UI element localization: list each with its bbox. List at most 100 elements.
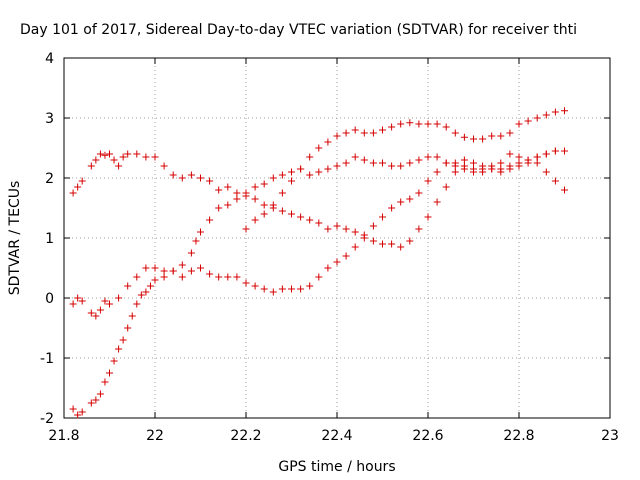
data-point	[388, 240, 396, 248]
data-point	[119, 153, 127, 161]
x-axis-label: GPS time / hours	[278, 459, 395, 475]
data-point	[506, 129, 514, 137]
data-point	[96, 306, 104, 314]
data-point	[515, 153, 523, 161]
data-point	[242, 279, 250, 287]
data-point	[379, 126, 386, 134]
data-point	[260, 285, 268, 293]
data-point	[360, 156, 368, 164]
data-point	[369, 237, 377, 245]
data-point	[342, 225, 350, 233]
data-point	[142, 153, 150, 161]
data-point	[251, 282, 259, 290]
data-point	[333, 162, 341, 170]
data-point	[424, 153, 432, 161]
data-point	[178, 174, 186, 182]
data-point	[160, 273, 168, 281]
data-point	[369, 129, 377, 137]
data-point	[124, 324, 132, 332]
data-point	[451, 168, 459, 176]
data-point	[260, 201, 268, 209]
data-point	[242, 225, 250, 233]
data-point	[561, 147, 568, 155]
data-point	[288, 177, 295, 185]
data-point	[470, 165, 477, 173]
x-tick-label: 22.6	[412, 428, 443, 444]
data-point	[74, 294, 82, 302]
data-point	[442, 123, 450, 131]
data-point	[533, 159, 541, 167]
data-point	[506, 165, 514, 173]
data-point	[397, 198, 405, 206]
data-point	[278, 285, 286, 293]
data-point	[110, 156, 118, 164]
data-point	[351, 153, 359, 161]
data-point	[433, 120, 441, 128]
data-point	[169, 267, 177, 275]
data-point	[524, 159, 532, 167]
data-point	[333, 132, 341, 140]
data-point	[197, 264, 204, 272]
data-point	[278, 189, 286, 197]
data-point	[551, 108, 559, 116]
data-point	[124, 282, 132, 290]
data-point	[379, 240, 386, 248]
data-point	[460, 162, 468, 170]
data-point	[324, 225, 332, 233]
data-point	[251, 195, 259, 203]
axis-ticks	[63, 57, 611, 419]
data-point	[460, 156, 468, 164]
data-point	[360, 231, 368, 239]
data-point	[551, 177, 559, 185]
data-point	[297, 213, 305, 221]
data-point	[406, 119, 414, 127]
data-point	[351, 243, 359, 251]
chart-title: Day 101 of 2017, Sidereal Day-to-day VTE…	[20, 22, 577, 38]
data-point	[288, 210, 295, 218]
data-point	[388, 204, 396, 212]
y-tick-label: 1	[45, 231, 54, 247]
data-point	[342, 252, 350, 260]
data-point	[224, 183, 232, 191]
x-tick-label: 22.4	[321, 428, 352, 444]
data-point	[197, 228, 204, 236]
data-point	[233, 195, 241, 203]
x-tick-labels: 21.8 22 22.2 22.4 22.6 22.8 23	[48, 428, 619, 444]
data-point	[360, 129, 368, 137]
y-tick-label: 0	[45, 291, 54, 307]
data-point	[342, 159, 350, 167]
data-point	[415, 120, 423, 128]
series-track-c	[69, 147, 568, 320]
data-point	[197, 174, 204, 182]
data-point	[119, 336, 127, 344]
data-point	[351, 228, 359, 236]
data-point	[470, 159, 477, 167]
data-point	[233, 273, 241, 281]
data-point	[406, 159, 414, 167]
data-point	[96, 390, 104, 398]
data-point	[269, 174, 277, 182]
y-tick-label: 3	[45, 111, 54, 127]
data-point	[561, 107, 568, 115]
data-point	[424, 213, 432, 221]
x-tick-label: 23	[601, 428, 619, 444]
data-point	[315, 168, 323, 176]
data-point	[96, 150, 104, 158]
data-point	[433, 198, 441, 206]
data-point	[406, 237, 414, 245]
data-point	[369, 222, 377, 230]
data-point	[260, 210, 268, 218]
data-point	[215, 204, 223, 212]
data-point	[74, 411, 82, 419]
data-point	[178, 273, 186, 281]
data-point	[497, 165, 505, 173]
data-point	[278, 171, 286, 179]
data-point	[133, 273, 141, 281]
data-point	[288, 168, 295, 176]
data-point	[542, 111, 550, 119]
data-point	[74, 183, 82, 191]
series-track-d	[242, 107, 568, 233]
data-point	[424, 177, 432, 185]
x-tick-label: 21.8	[48, 428, 79, 444]
